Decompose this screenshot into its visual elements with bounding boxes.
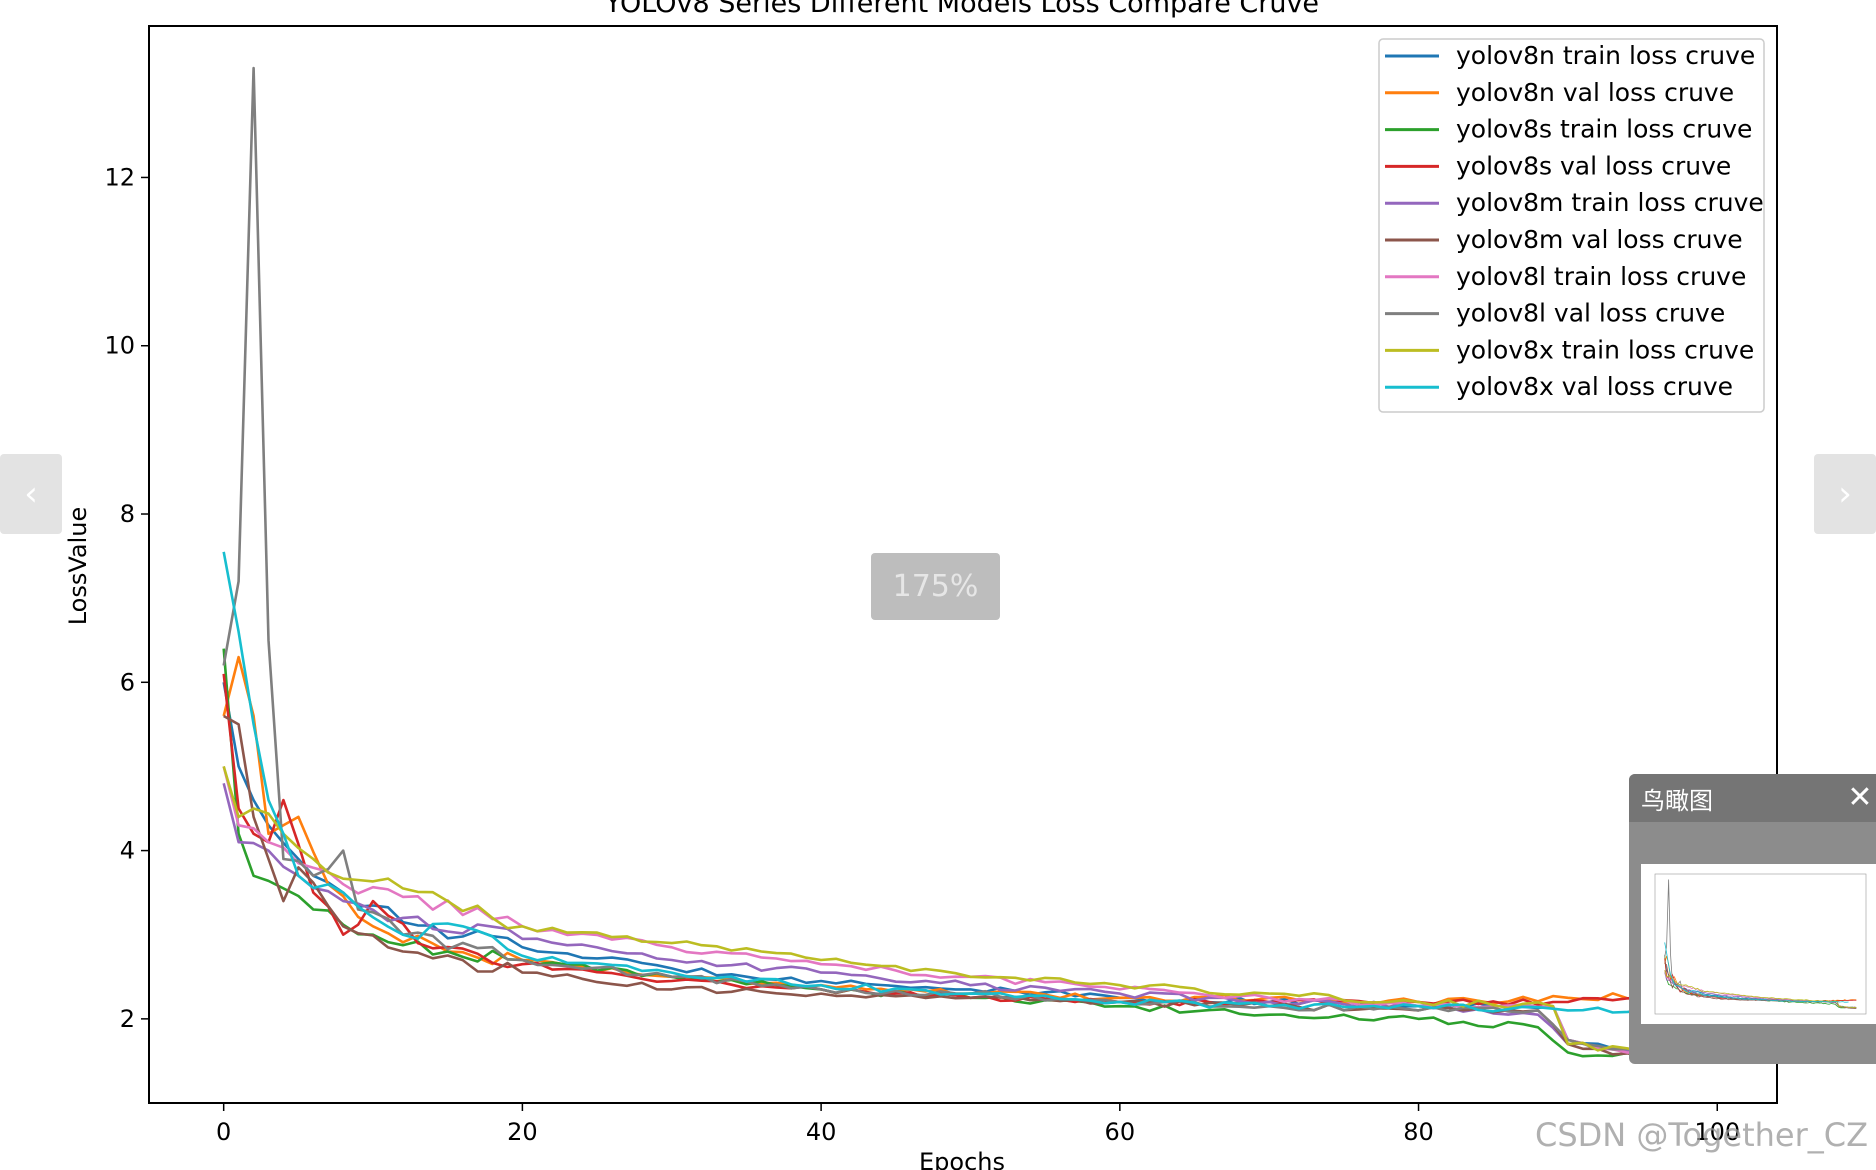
legend-label: yolov8m val loss cruve xyxy=(1456,225,1743,254)
overview-title: 鸟瞰图 xyxy=(1641,786,1713,815)
y-tick-label: 2 xyxy=(120,1005,135,1033)
y-axis-label: LossValue xyxy=(64,507,92,626)
prev-image-button[interactable]: ‹ xyxy=(0,454,62,534)
x-tick-label: 40 xyxy=(806,1118,837,1146)
x-axis-label: Epochs xyxy=(919,1148,1005,1170)
legend-label: yolov8l train loss cruve xyxy=(1456,262,1746,291)
legend-label: yolov8s val loss cruve xyxy=(1456,151,1731,180)
y-tick-label: 6 xyxy=(120,668,135,696)
y-tick-label: 10 xyxy=(104,332,135,360)
legend-label: yolov8l val loss cruve xyxy=(1456,299,1725,328)
overview-thumbnail[interactable] xyxy=(1641,864,1876,1024)
legend-label: yolov8s train loss cruve xyxy=(1456,115,1752,144)
legend-label: yolov8n train loss cruve xyxy=(1456,41,1755,70)
legend-label: yolov8n val loss cruve xyxy=(1456,78,1734,107)
series-line-8 xyxy=(222,766,1703,1054)
overview-header: 鸟瞰图 ✕ xyxy=(1629,774,1876,822)
close-icon[interactable]: ✕ xyxy=(1847,780,1873,815)
series-group xyxy=(222,66,1703,1063)
chevron-left-icon: ‹ xyxy=(24,474,38,514)
x-tick-label: 0 xyxy=(216,1118,231,1146)
x-tick-label: 80 xyxy=(1403,1118,1434,1146)
chevron-right-icon: › xyxy=(1838,474,1852,514)
legend-frame xyxy=(1378,38,1765,413)
y-tick-label: 12 xyxy=(104,163,135,191)
legend-label: yolov8x val loss cruve xyxy=(1456,372,1733,401)
overview-panel[interactable]: 鸟瞰图 ✕ xyxy=(1629,774,1876,1064)
legend-label: yolov8m train loss cruve xyxy=(1456,188,1764,217)
y-tick-label: 4 xyxy=(120,837,135,865)
series-line-3 xyxy=(222,673,1703,1007)
watermark: CSDN @Together_CZ xyxy=(1535,1116,1869,1154)
x-tick-label: 60 xyxy=(1105,1118,1136,1146)
series-line-4 xyxy=(222,782,1703,1055)
thumb-frame xyxy=(1654,873,1867,1015)
x-tick-label: 100 xyxy=(1694,1118,1740,1146)
chart-title: YOLOv8 Series Different Models Loss Comp… xyxy=(604,0,1319,19)
plot-frame xyxy=(148,25,1778,1104)
x-axis: 0 20 40 60 80 100 xyxy=(216,1103,1740,1146)
y-axis: 2 4 6 8 10 12 xyxy=(104,163,149,1033)
overview-thumbnail-chart xyxy=(1654,873,1867,1015)
y-tick-label: 8 xyxy=(120,500,135,528)
zoom-level-badge: 175% xyxy=(871,553,1000,620)
series-line-9 xyxy=(222,551,1643,1014)
thumb-series-line-7 xyxy=(1664,879,1857,1009)
next-image-button[interactable]: › xyxy=(1814,454,1876,534)
legend-label: yolov8x train loss cruve xyxy=(1456,335,1754,364)
legend: yolov8n train loss cruve yolov8n val loss… xyxy=(1378,38,1765,413)
thumb-series-line-9 xyxy=(1664,942,1849,1003)
x-tick-label: 20 xyxy=(507,1118,538,1146)
